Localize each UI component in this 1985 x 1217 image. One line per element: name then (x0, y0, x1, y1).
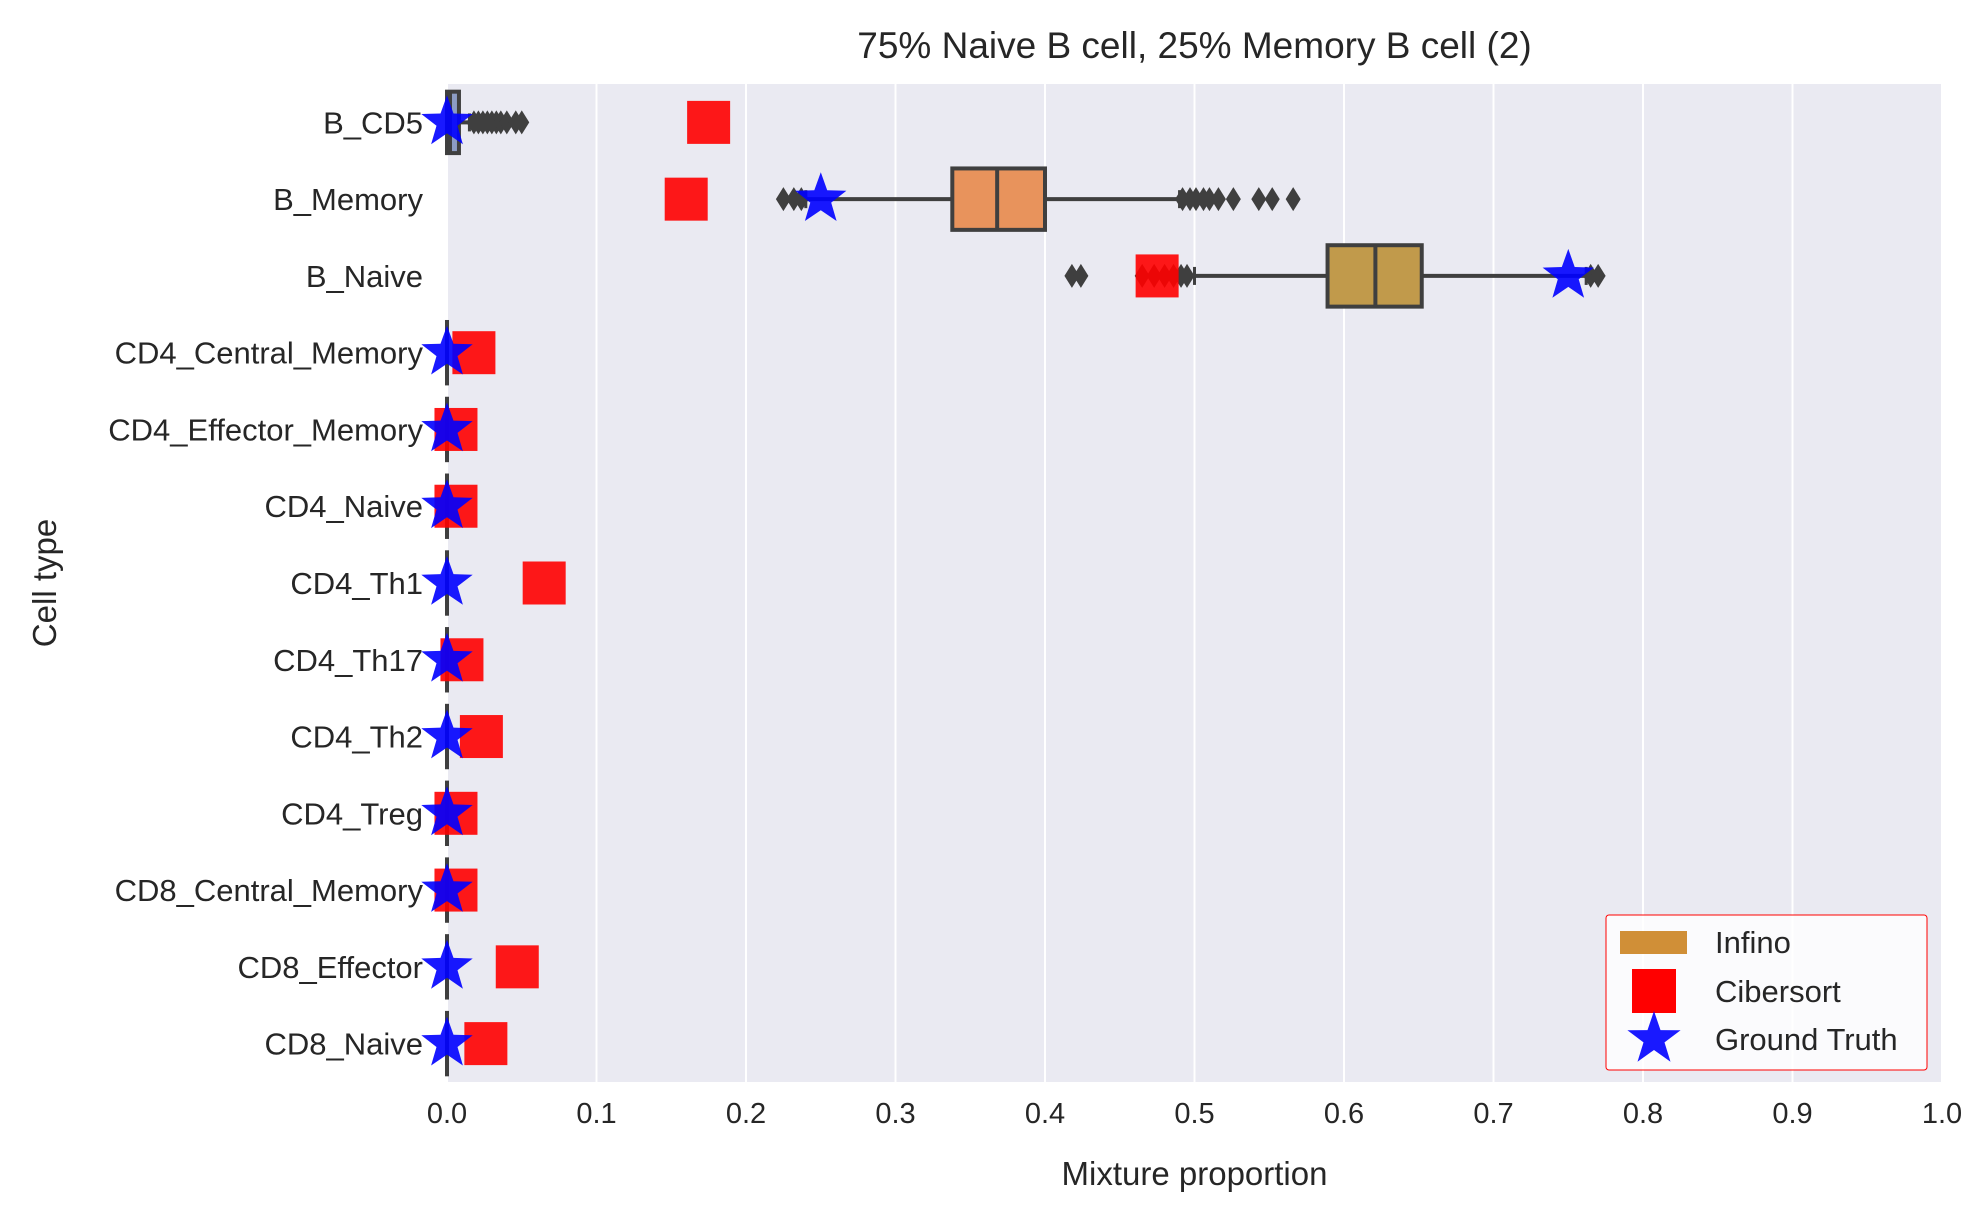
point-markers (421, 95, 1594, 1066)
x-tick-label: 0.4 (1025, 1098, 1065, 1130)
y-tick-label: CD4_Th2 (290, 720, 423, 755)
cibersort-marker (687, 100, 731, 144)
x-tick-label: 0.1 (576, 1098, 616, 1130)
y-tick-label: CD4_Effector_Memory (108, 412, 423, 447)
legend-infino-swatch (1620, 931, 1687, 954)
cibersort-marker (464, 1022, 508, 1066)
ground-truth-marker (421, 479, 473, 529)
outlier-point (1285, 187, 1301, 212)
outlier-point (1179, 263, 1195, 288)
outlier-point (1251, 187, 1267, 212)
legend-label-ground-truth: Ground Truth (1715, 1022, 1898, 1057)
ground-truth-marker (421, 556, 473, 605)
ground-truth-marker (421, 325, 473, 375)
gridlines (446, 84, 1943, 1082)
legend-label-infino: Infino (1715, 925, 1791, 960)
cibersort-marker (459, 715, 503, 759)
cibersort-marker (495, 945, 539, 989)
ground-truth-marker (421, 632, 473, 682)
x-axis-label: Mixture proportion (1062, 1155, 1328, 1192)
ground-truth-marker (421, 863, 473, 912)
ground-truth-marker (421, 709, 473, 759)
ground-truth-marker (1542, 248, 1594, 298)
x-tick-label: 0.7 (1473, 1098, 1513, 1130)
y-tick-label: CD8_Effector (237, 950, 423, 985)
y-tick-label: B_Naive (306, 259, 423, 294)
outlier-point (499, 110, 515, 135)
outlier-point (1073, 263, 1089, 288)
y-tick-label: CD4_Th17 (273, 643, 423, 678)
y-tick-label: CD8_Naive (264, 1027, 423, 1062)
ground-truth-marker (421, 95, 473, 145)
ground-truth-marker (421, 786, 473, 836)
ground-truth-marker (421, 1016, 473, 1066)
x-tick-label: 0.0 (427, 1098, 467, 1130)
outlier-point (775, 187, 791, 212)
y-tick-label: CD4_Central_Memory (115, 336, 424, 371)
legend: Infino Cibersort Ground Truth (1605, 914, 1928, 1071)
x-tick-label: 0.2 (726, 1098, 766, 1130)
cibersort-marker (1135, 254, 1179, 298)
x-tick-label: 0.3 (875, 1098, 915, 1130)
outlier-point (1264, 187, 1280, 212)
cibersort-marker (522, 561, 566, 605)
y-tick-label: CD4_Th1 (290, 566, 423, 601)
ground-truth-marker (421, 939, 473, 989)
outlier-point (1225, 187, 1241, 212)
outlier-point (1210, 187, 1226, 212)
ground-truth-marker (421, 402, 473, 452)
y-tick-label: CD4_Treg (281, 796, 423, 831)
y-tick-label: B_Memory (273, 182, 423, 217)
outlier-point (1064, 263, 1080, 288)
outlier-point (514, 110, 530, 135)
axes: 0.0 0.1 0.2 0.3 0.4 0.5 0.6 0.7 0.8 0.9 1.0 B_CD5 B_… (108, 105, 1962, 1130)
legend-ground-truth-swatch (1627, 1011, 1681, 1062)
x-tick-label: 0.9 (1772, 1098, 1812, 1130)
x-tick-label: 0.8 (1623, 1098, 1663, 1130)
y-tick-label: B_CD5 (323, 105, 423, 140)
x-tick-label: 1.0 (1922, 1098, 1962, 1130)
x-tick-label: 0.6 (1324, 1098, 1364, 1130)
y-tick-label: CD8_Central_Memory (115, 873, 424, 908)
legend-cibersort-swatch (1632, 969, 1676, 1013)
y-tick-label: CD4_Naive (264, 489, 423, 524)
y-axis-label: Cell type (26, 519, 63, 647)
ground-truth-marker (795, 172, 847, 221)
legend-label-cibersort: Cibersort (1715, 974, 1841, 1009)
outlier-point (1590, 263, 1606, 288)
cibersort-marker (664, 177, 708, 221)
outlier-point (1201, 187, 1217, 212)
x-tick-label: 0.5 (1174, 1098, 1214, 1130)
chart-title: 75% Naive B cell, 25% Memory B cell (2) (857, 25, 1531, 66)
